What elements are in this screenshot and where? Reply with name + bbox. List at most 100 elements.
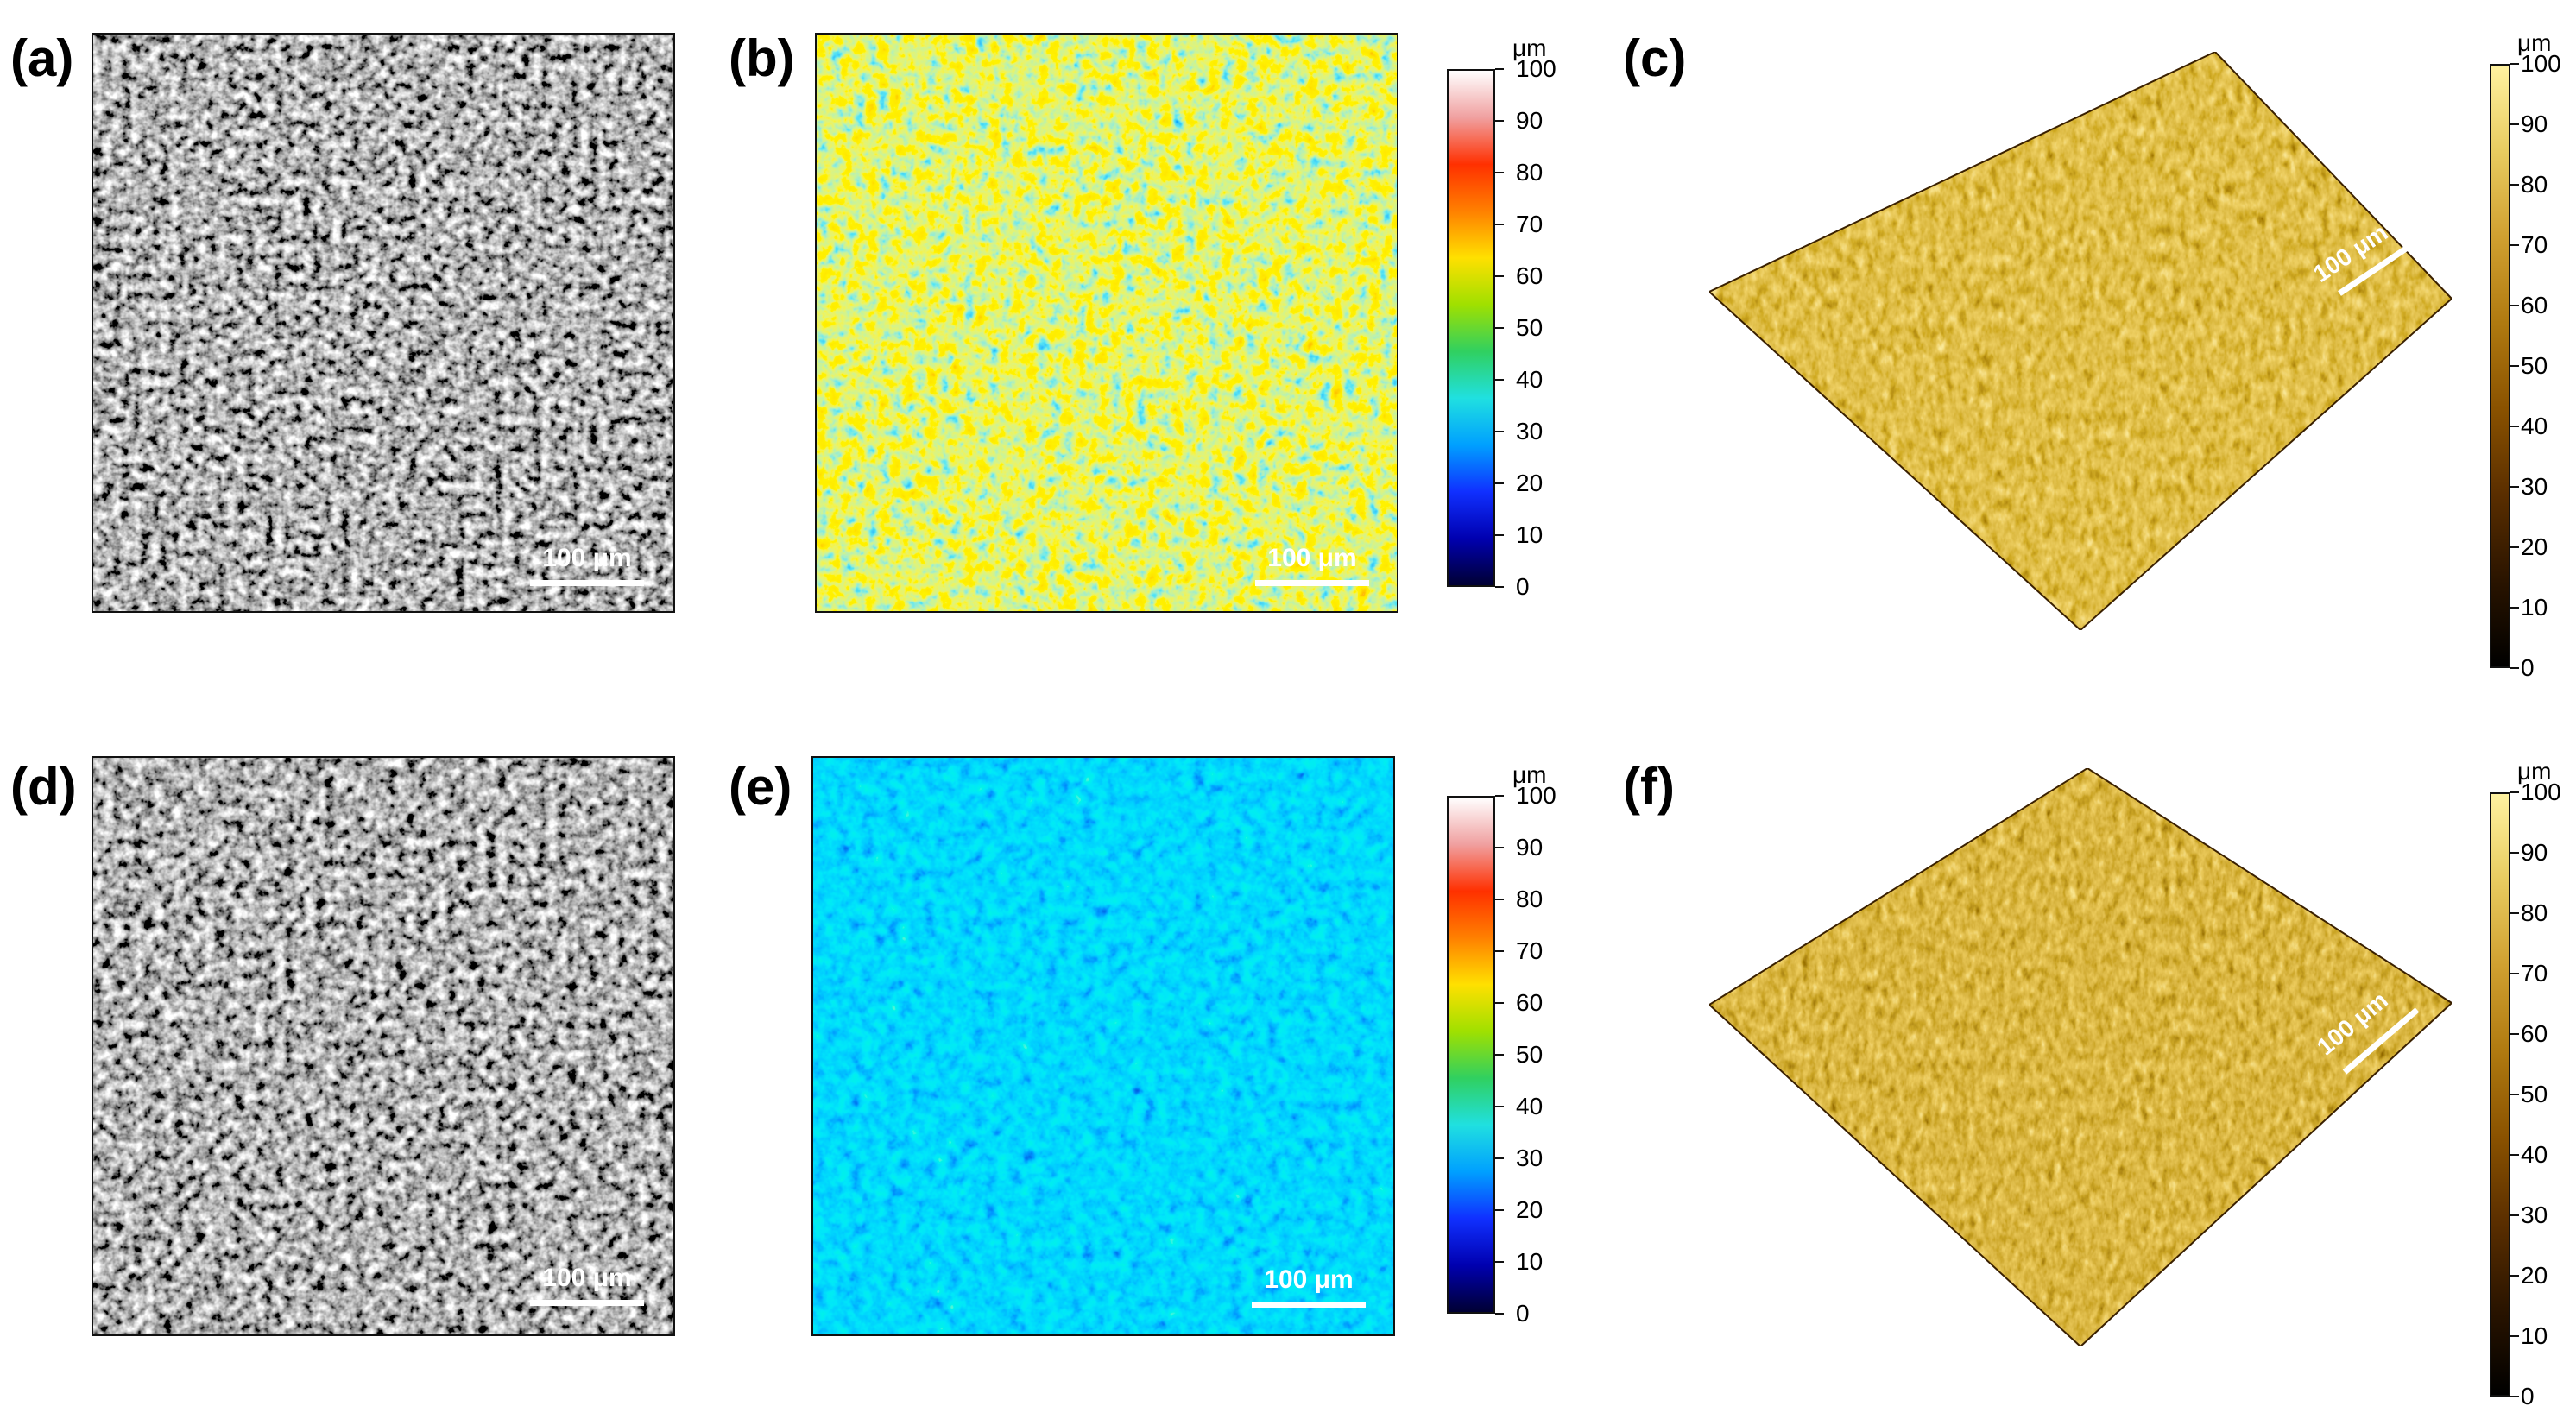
colorbar-tick: [2510, 791, 2519, 793]
colorbar-tick: [2510, 667, 2519, 669]
colorbar-tick-label: 40: [1516, 366, 1544, 393]
colorbar-tick-label: 10: [2521, 1322, 2548, 1349]
colorbar-tick: [2510, 1094, 2519, 1095]
scale-bar-d: 100 μm: [530, 1265, 644, 1317]
colorbar-tick-label: 70: [1516, 211, 1544, 237]
colorbar-unit: μm: [2517, 758, 2552, 785]
colorbar-unit: μm: [2517, 29, 2552, 56]
colorbar-tick-label: 0: [2521, 1383, 2535, 1410]
colorbar-gradient: [2490, 64, 2510, 668]
colorbar-gradient: [1447, 69, 1495, 587]
colorbar-tick: [1495, 1261, 1504, 1263]
colorbar-tick-label: 90: [2521, 110, 2548, 137]
colorbar-tick-label: 100: [2521, 779, 2561, 805]
colorbar-tick-label: 40: [1516, 1093, 1544, 1119]
colorbar-tick-label: 0: [1516, 573, 1530, 600]
colorbar-tick-label: 70: [2521, 960, 2548, 987]
height-map-b: 100 μm: [815, 33, 1398, 613]
colorbar-tick-label: 80: [1516, 159, 1544, 186]
colorbar-tick: [1495, 899, 1504, 900]
colorbar-tick-label: 30: [2521, 473, 2548, 500]
colorbar-tick-label: 10: [1516, 1248, 1544, 1275]
colorbar-unit: μm: [1512, 761, 1547, 788]
colorbar-tick: [2510, 1396, 2519, 1397]
colorbar-f: μm 100 90 80 70 60 50 40 30 20 10 0: [2490, 730, 2576, 1409]
colorbar-tick-label: 50: [1516, 1041, 1544, 1068]
colorbar-tick: [1495, 1313, 1504, 1315]
colorbar-tick-label: 20: [2521, 1262, 2548, 1289]
colorbar-tick-label: 40: [2521, 413, 2548, 439]
colorbar-tick-label: 70: [1516, 937, 1544, 964]
colorbar-tick: [2510, 1275, 2519, 1277]
colorbar-tick-label: 60: [1516, 989, 1544, 1016]
colorbar-tick-label: 100: [1516, 782, 1556, 809]
scale-bar-label: 100 μm: [1267, 544, 1357, 572]
colorbar-tick-label: 50: [2521, 352, 2548, 379]
colorbar-tick: [2510, 426, 2519, 427]
colorbar-tick: [1495, 1157, 1504, 1159]
panel-label-e: (e): [729, 758, 792, 816]
scale-bar-b: 100 μm: [1255, 546, 1369, 597]
colorbar-tick: [2510, 305, 2519, 306]
colorbar-tick-label: 30: [1516, 418, 1544, 445]
colorbar-tick: [1495, 275, 1504, 277]
colorbar-tick: [2510, 1335, 2519, 1337]
colorbar-tick: [1495, 68, 1504, 70]
colorbar-tick-label: 100: [2521, 50, 2561, 77]
colorbar-tick: [2510, 607, 2519, 609]
colorbar-tick-label: 10: [2521, 594, 2548, 621]
colorbar-tick: [2510, 1154, 2519, 1156]
scale-bar-line: [1255, 580, 1369, 586]
colorbar-b: μm 100 90 80 70 60 50 40 30 20 10 0: [1447, 26, 1559, 600]
colorbar-tick: [2510, 123, 2519, 125]
colorbar-tick: [1495, 1209, 1504, 1211]
colorbar-tick: [1495, 950, 1504, 952]
panel-label-b: (b): [729, 29, 795, 87]
colorbar-tick: [1495, 431, 1504, 432]
colorbar-tick-label: 60: [2521, 292, 2548, 318]
colorbar-tick: [1495, 379, 1504, 381]
colorbar-tick: [2510, 546, 2519, 548]
colorbar-tick: [1495, 847, 1504, 848]
scale-bar-label: 100 μm: [542, 544, 632, 572]
colorbar-tick-label: 20: [1516, 470, 1544, 496]
colorbar-tick: [2510, 852, 2519, 854]
colorbar-tick-label: 80: [2521, 171, 2548, 198]
colorbar-tick-label: 100: [1516, 55, 1556, 82]
colorbar-tick-label: 10: [1516, 521, 1544, 548]
surface-3d-c: 100 μm: [1709, 52, 2452, 630]
panel-label-f: (f): [1623, 758, 1675, 816]
colorbar-tick: [2510, 973, 2519, 974]
colorbar-tick: [2510, 184, 2519, 186]
colorbar-gradient: [2490, 792, 2510, 1397]
scale-bar-line: [530, 1300, 644, 1306]
scale-bar-e: 100 μm: [1252, 1267, 1366, 1319]
colorbar-tick-label: 60: [1516, 262, 1544, 289]
scale-bar-line: [1252, 1302, 1366, 1308]
colorbar-tick-label: 30: [1516, 1145, 1544, 1171]
colorbar-c: μm 100 90 80 70 60 50 40 30 20 10 0: [2490, 2, 2576, 680]
colorbar-tick: [2510, 63, 2519, 65]
colorbar-tick: [1495, 120, 1504, 122]
colorbar-tick: [2510, 244, 2519, 246]
colorbar-tick-label: 80: [2521, 899, 2548, 926]
colorbar-tick-label: 50: [1516, 314, 1544, 341]
scale-bar-line: [530, 580, 644, 586]
colorbar-unit: μm: [1512, 35, 1547, 61]
scale-bar-label: 100 μm: [542, 1264, 632, 1292]
colorbar-tick-label: 40: [2521, 1141, 2548, 1168]
colorbar-tick-label: 90: [1516, 834, 1544, 861]
colorbar-tick: [2510, 365, 2519, 367]
panel-label-c: (c): [1623, 29, 1687, 87]
colorbar-tick-label: 50: [2521, 1081, 2548, 1107]
sem-image-d: 100 μm: [92, 756, 675, 1336]
colorbar-tick: [2510, 912, 2519, 914]
colorbar-tick: [1495, 172, 1504, 173]
colorbar-tick: [2510, 486, 2519, 488]
scale-bar-label: 100 μm: [1264, 1265, 1354, 1294]
scale-bar-a: 100 μm: [530, 546, 644, 597]
colorbar-tick: [1495, 1002, 1504, 1004]
colorbar-tick-label: 90: [2521, 839, 2548, 866]
colorbar-tick-label: 90: [1516, 107, 1544, 134]
surface-3d-f: 100 μm: [1709, 768, 2452, 1346]
